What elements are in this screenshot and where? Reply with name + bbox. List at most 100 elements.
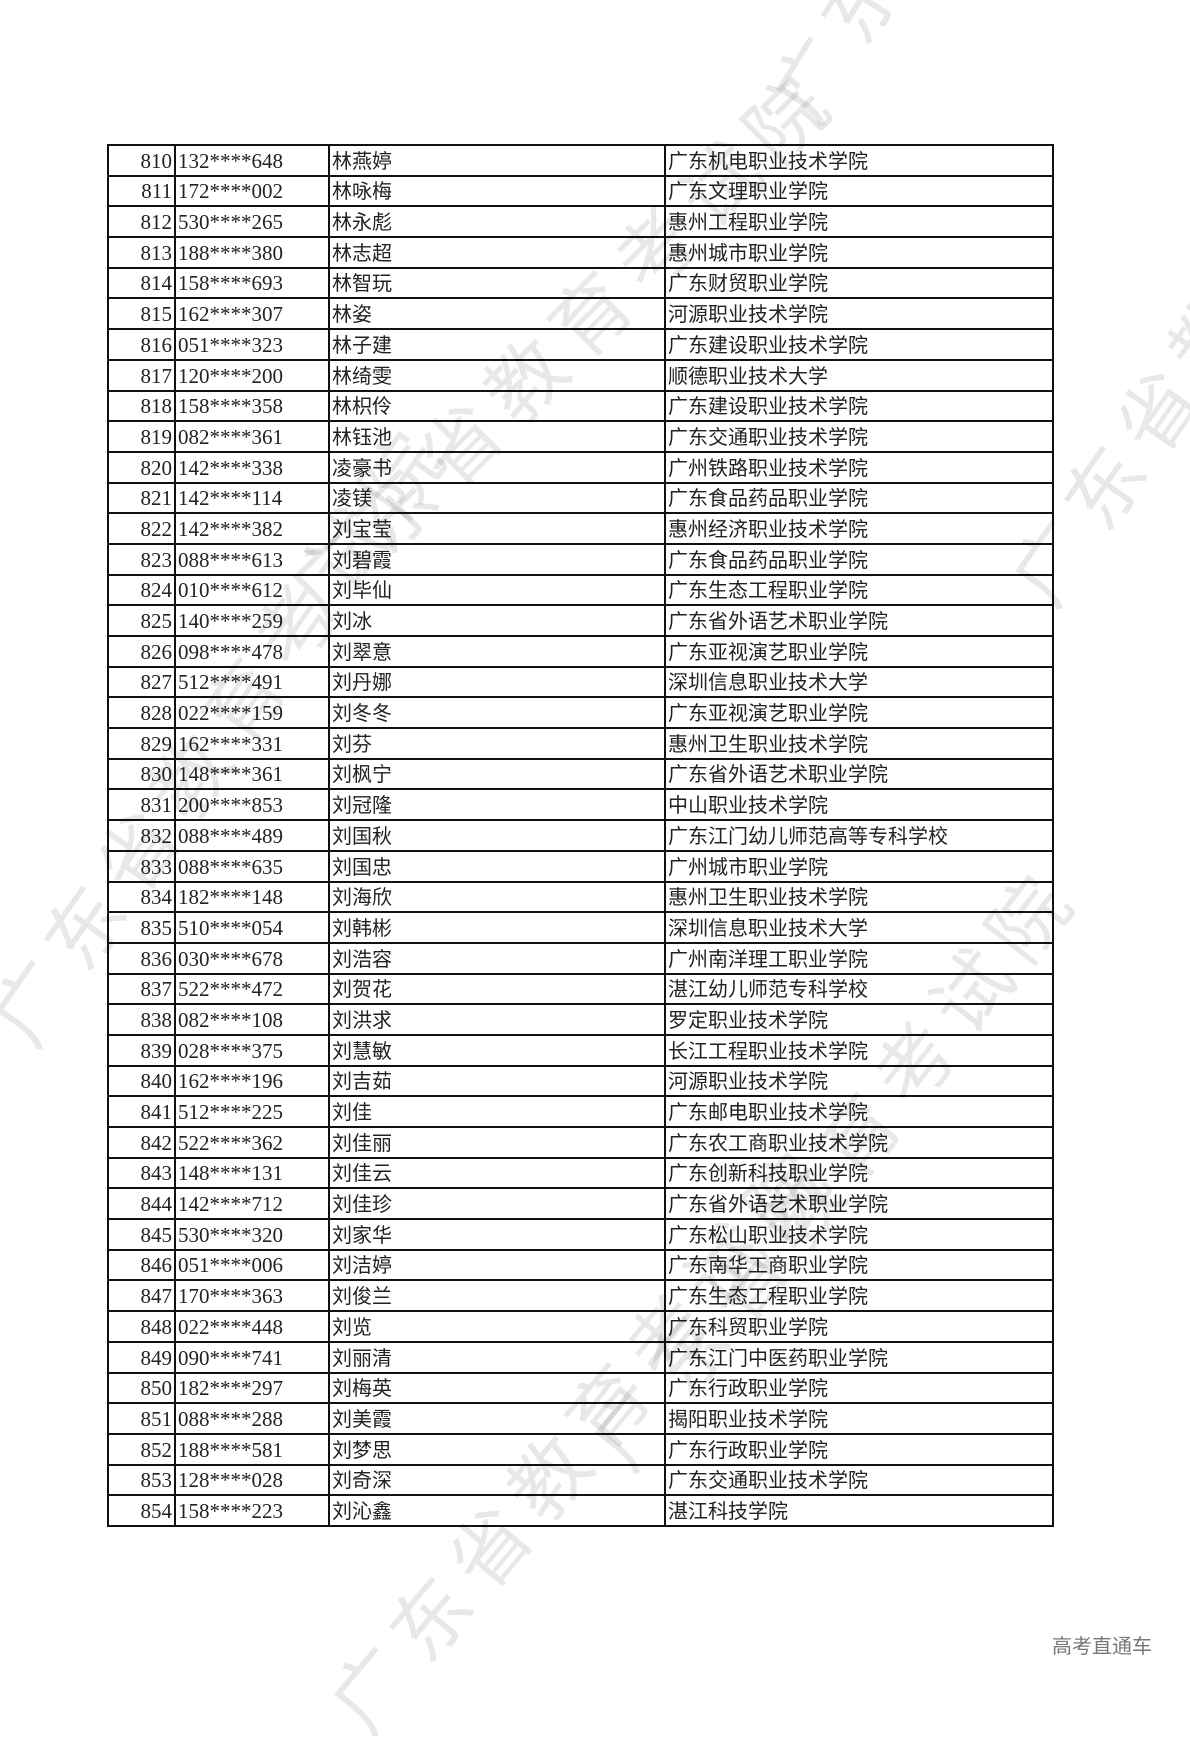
candidate-id: 028****375: [174, 1033, 330, 1067]
school-name: 广东省外语艺术职业学院: [664, 757, 1054, 791]
student-name: 林绮雯: [328, 358, 666, 392]
row-number: 817: [107, 358, 176, 392]
row-number: 814: [107, 266, 176, 300]
school-name: 惠州卫生职业技术学院: [664, 880, 1054, 914]
student-name: 刘美霞: [328, 1402, 666, 1435]
admission-table: 810 132****648 林燕婷 广东机电职业技术学院 811 172****002 林…: [107, 144, 1054, 1527]
school-name: 顺德职业技术大学: [664, 358, 1054, 392]
school-name: 广东邮电职业技术学院: [664, 1095, 1054, 1128]
candidate-id: 522****472: [174, 972, 330, 1006]
table-row: 843 148****131 刘佳云 广东创新科技职业学院: [107, 1156, 1054, 1190]
school-name: 深圳信息职业技术大学: [664, 665, 1054, 699]
school-name: 广东创新科技职业学院: [664, 1156, 1054, 1190]
table-row: 820 142****338 凌豪书 广州铁路职业技术学院: [107, 450, 1054, 484]
row-number: 812: [107, 205, 176, 239]
student-name: 林永彪: [328, 205, 666, 239]
student-name: 刘佳: [328, 1095, 666, 1128]
school-name: 广东文理职业学院: [664, 174, 1054, 208]
row-number: 834: [107, 880, 176, 914]
student-name: 凌豪书: [328, 450, 666, 484]
student-name: 刘毕仙: [328, 573, 666, 607]
student-name: 刘家华: [328, 1218, 666, 1251]
candidate-id: 188****380: [174, 236, 330, 269]
school-name: 罗定职业技术学院: [664, 1003, 1054, 1036]
school-name: 惠州经济职业技术学院: [664, 512, 1054, 545]
table-row: 851 088****288 刘美霞 揭阳职业技术学院: [107, 1402, 1054, 1435]
school-name: 广东行政职业学院: [664, 1432, 1054, 1466]
candidate-id: 162****307: [174, 297, 330, 331]
table-row: 825 140****259 刘冰 广东省外语艺术职业学院: [107, 604, 1054, 637]
row-number: 842: [107, 1126, 176, 1159]
row-number: 846: [107, 1248, 176, 1282]
student-name: 刘洪求: [328, 1003, 666, 1036]
row-number: 824: [107, 573, 176, 607]
row-number: 849: [107, 1340, 176, 1374]
school-name: 广东亚视演艺职业学院: [664, 696, 1054, 730]
row-number: 831: [107, 788, 176, 822]
table-row: 834 182****148 刘海欣 惠州卫生职业技术学院: [107, 880, 1054, 914]
candidate-id: 088****489: [174, 819, 330, 852]
student-name: 刘丹娜: [328, 665, 666, 699]
candidate-id: 200****853: [174, 788, 330, 822]
row-number: 840: [107, 1064, 176, 1098]
row-number: 850: [107, 1371, 176, 1405]
candidate-id: 182****297: [174, 1371, 330, 1405]
student-name: 刘国忠: [328, 849, 666, 883]
candidate-id: 142****114: [174, 481, 330, 515]
candidate-id: 051****006: [174, 1248, 330, 1282]
student-name: 刘梅英: [328, 1371, 666, 1405]
school-name: 广东农工商职业技术学院: [664, 1126, 1054, 1159]
student-name: 林燕婷: [328, 144, 666, 177]
school-name: 广东行政职业学院: [664, 1371, 1054, 1405]
candidate-id: 172****002: [174, 174, 330, 208]
candidate-id: 132****648: [174, 144, 330, 177]
school-name: 河源职业技术学院: [664, 297, 1054, 331]
row-number: 830: [107, 757, 176, 791]
student-name: 刘吉茹: [328, 1064, 666, 1098]
candidate-id: 030****678: [174, 941, 330, 975]
school-name: 广东江门中医药职业学院: [664, 1340, 1054, 1374]
candidate-id: 120****200: [174, 358, 330, 392]
candidate-id: 128****028: [174, 1463, 330, 1497]
table-row: 832 088****489 刘国秋 广东江门幼儿师范高等专科学校: [107, 819, 1054, 852]
candidate-id: 188****581: [174, 1432, 330, 1466]
candidate-id: 142****382: [174, 512, 330, 545]
student-name: 刘俊兰: [328, 1279, 666, 1313]
row-number: 826: [107, 635, 176, 668]
row-number: 828: [107, 696, 176, 730]
row-number: 829: [107, 727, 176, 760]
student-name: 刘韩彬: [328, 911, 666, 944]
table-row: 847 170****363 刘俊兰 广东生态工程职业学院: [107, 1279, 1054, 1313]
table-row: 814 158****693 林智玩 广东财贸职业学院: [107, 266, 1054, 300]
student-name: 刘浩容: [328, 941, 666, 975]
table-row: 852 188****581 刘梦思 广东行政职业学院: [107, 1432, 1054, 1466]
school-name: 中山职业技术学院: [664, 788, 1054, 822]
row-number: 833: [107, 849, 176, 883]
candidate-id: 162****331: [174, 727, 330, 760]
candidate-id: 158****223: [174, 1494, 330, 1527]
table-row: 818 158****358 林枳伶 广东建设职业技术学院: [107, 389, 1054, 423]
school-name: 惠州城市职业学院: [664, 236, 1054, 269]
table-row: 821 142****114 凌镁 广东食品药品职业学院: [107, 481, 1054, 515]
table-row: 813 188****380 林志超 惠州城市职业学院: [107, 236, 1054, 269]
row-number: 819: [107, 420, 176, 453]
student-name: 刘海欣: [328, 880, 666, 914]
table-row: 823 088****613 刘碧霞 广东食品药品职业学院: [107, 542, 1054, 576]
school-name: 广东财贸职业学院: [664, 266, 1054, 300]
row-number: 854: [107, 1494, 176, 1527]
candidate-id: 170****363: [174, 1279, 330, 1313]
table-row: 829 162****331 刘芬 惠州卫生职业技术学院: [107, 727, 1054, 760]
student-name: 林志超: [328, 236, 666, 269]
student-name: 刘冬冬: [328, 696, 666, 730]
candidate-id: 022****159: [174, 696, 330, 730]
candidate-id: 142****338: [174, 450, 330, 484]
candidate-id: 010****612: [174, 573, 330, 607]
school-name: 广东亚视演艺职业学院: [664, 635, 1054, 668]
table-row: 844 142****712 刘佳珍 广东省外语艺术职业学院: [107, 1187, 1054, 1221]
student-name: 林姿: [328, 297, 666, 331]
school-name: 湛江幼儿师范专科学校: [664, 972, 1054, 1006]
table-row: 830 148****361 刘枫宁 广东省外语艺术职业学院: [107, 757, 1054, 791]
table-row: 842 522****362 刘佳丽 广东农工商职业技术学院: [107, 1126, 1054, 1159]
school-name: 广州城市职业学院: [664, 849, 1054, 883]
table-row: 846 051****006 刘洁婷 广东南华工商职业学院: [107, 1248, 1054, 1282]
